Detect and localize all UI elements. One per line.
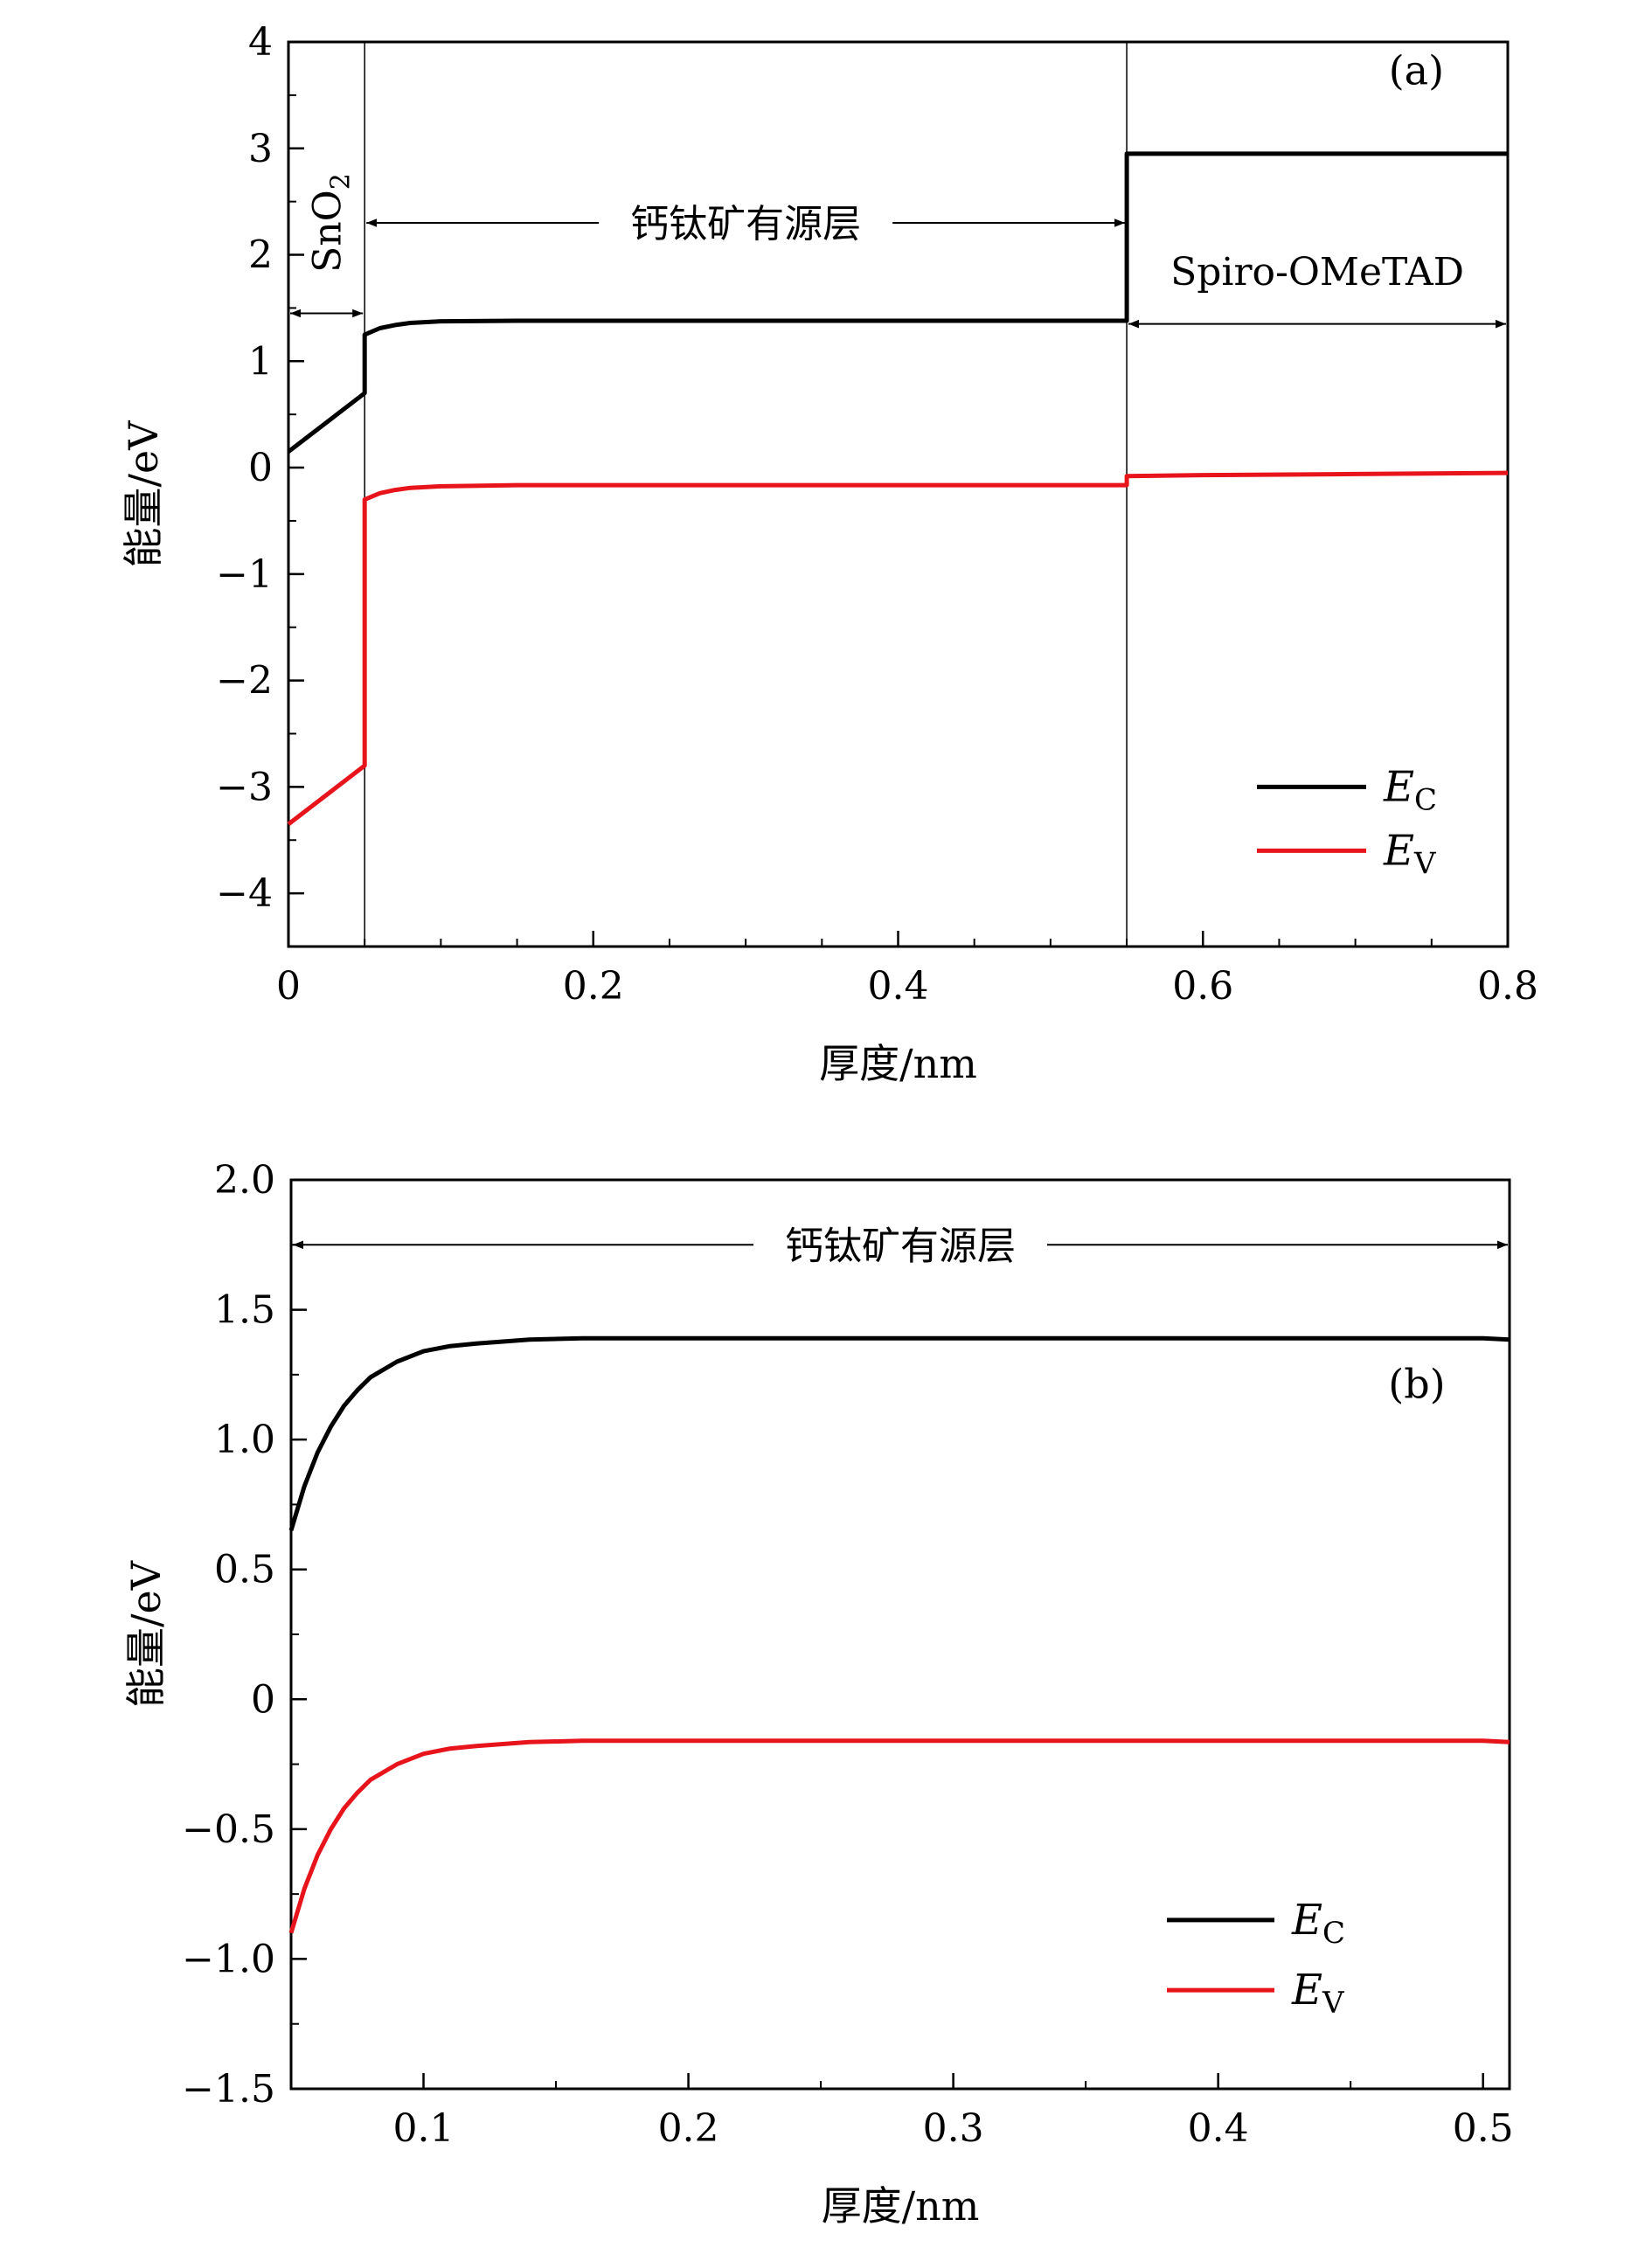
- panel-b-y-tick-label: −1.0: [182, 1937, 275, 1981]
- panel-a-x-tick-label: 0.2: [563, 964, 624, 1009]
- panel-a-legend-label: EV: [1383, 826, 1437, 881]
- panel-a-legend-label: EC: [1383, 762, 1437, 817]
- panel-b-plot-frame: [289, 1178, 1511, 2091]
- panel-b-y-tick-label: −1.5: [182, 2067, 275, 2112]
- panel-b-series-EV: [288, 1738, 1510, 1934]
- panel-a-plot-frame: [287, 40, 1510, 948]
- panel-b-y-tick-label: 2.0: [214, 1158, 275, 1203]
- panel-b-y-axis-title: 能量/eV: [122, 1560, 170, 1708]
- panel-a-x-tick-label: 0.8: [1477, 964, 1538, 1009]
- panel-b-panel-label: (b): [1388, 1361, 1445, 1408]
- panel-b-y-tick-label: −0.5: [182, 1807, 275, 1852]
- panel-a-series-EV: [287, 470, 1509, 826]
- panel-a-y-tick-label: −4: [216, 871, 273, 916]
- panel-a-y-tick-label: −1: [216, 552, 273, 597]
- panel-a-region-label: Spiro-OMeTAD: [1170, 250, 1464, 295]
- panel-b-region-label: 钙钛矿有源层: [785, 1224, 1016, 1268]
- panel-a-y-tick-label: −3: [216, 765, 273, 809]
- panel-a-y-axis-title: 能量/eV: [120, 420, 167, 568]
- panel-b-y-tick-label: 1.0: [214, 1418, 275, 1462]
- panel-b-chart: 0.1 0.2 0.3 0.4 0.5 −1.5 −1.0 −0.5 0 0.5 1.0 1.5 2.0…: [122, 1158, 1514, 2230]
- panel-a-series-EC: [287, 151, 1508, 454]
- panel-b-x-tick-label: 0.2: [658, 2106, 719, 2151]
- panel-a-x-axis-title: 厚度/nm: [819, 1040, 977, 1087]
- panel-b-series-EC: [288, 1335, 1510, 1531]
- panel-a-region-label: 钙钛矿有源层: [630, 202, 861, 246]
- panel-a-panel-label: (a): [1389, 47, 1444, 94]
- panel-b-x-tick-label: 0.3: [923, 2106, 984, 2151]
- panel-b-x-tick-label: 0.5: [1453, 2106, 1514, 2151]
- panel-a-x-tick-label: 0: [276, 964, 301, 1009]
- panel-b-y-tick-label: 0: [251, 1677, 275, 1722]
- panel-a-y-tick-label: 0: [248, 446, 273, 490]
- panel-a-y-tick-label: 4: [248, 20, 273, 65]
- panel-a-y-tick-label: 3: [248, 127, 273, 171]
- panel-a-y-tick-label: 2: [248, 233, 273, 278]
- panel-b-legend-label: EV: [1291, 1966, 1345, 2021]
- panel-b-x-tick-label: 0.4: [1188, 2106, 1249, 2151]
- panel-b-x-tick-label: 0.1: [393, 2106, 455, 2151]
- panel-b-y-tick-label: 1.5: [214, 1288, 275, 1333]
- panel-a-x-tick-label: 0.4: [868, 964, 929, 1009]
- panel-b-legend-label: EC: [1291, 1896, 1345, 1951]
- panel-a-x-tick-label: 0.6: [1172, 964, 1233, 1009]
- panel-b-x-axis-title: 厚度/nm: [822, 2182, 980, 2230]
- panel-a-chart: 0 0.2 0.4 0.6 0.8 −4 −3 −2 −1 0 1 2 3 4 厚度/nm 能量/eV (a) S…: [120, 20, 1538, 1087]
- panel-a-region-label: SnO2: [306, 173, 357, 273]
- panel-a-y-tick-label: 1: [248, 339, 273, 384]
- panel-b-y-tick-label: 0.5: [214, 1548, 275, 1592]
- panel-a-y-tick-label: −2: [216, 659, 273, 704]
